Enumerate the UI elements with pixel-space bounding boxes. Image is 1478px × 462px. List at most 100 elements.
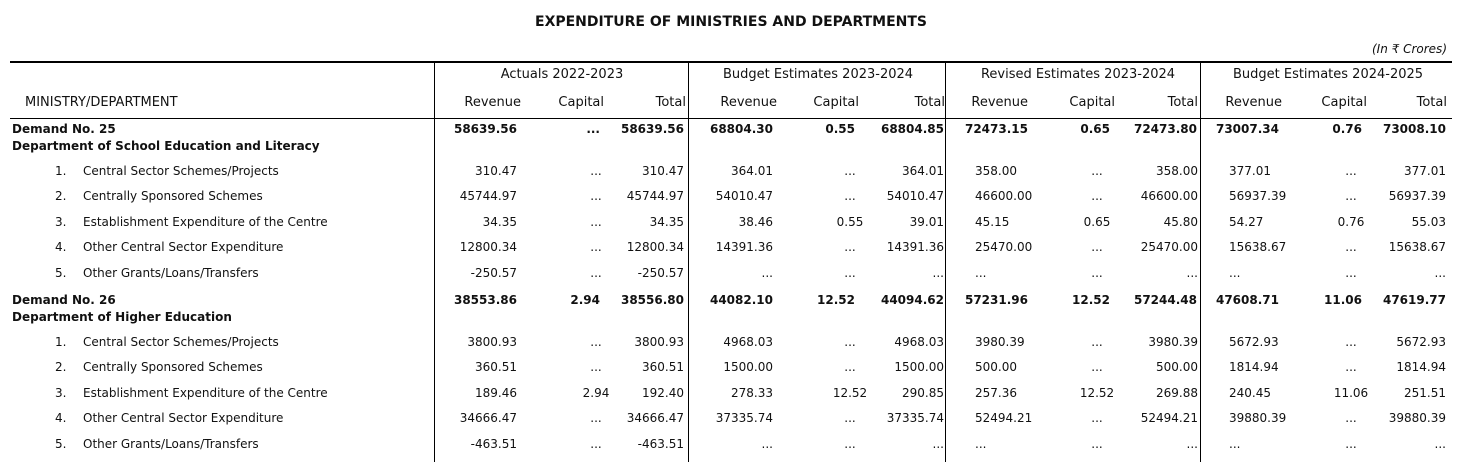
item-name: Establishment Expenditure of the Centre [83,215,328,229]
total-value: ... [586,122,600,136]
cell-value: 45.15 [975,215,1010,229]
cell-value: ... [590,189,602,203]
cell-value: -250.57 [637,266,684,280]
cell-value: 4968.03 [894,335,944,349]
item-name: Other Central Sector Expenditure [83,240,284,254]
cell-value: 12.52 [1079,386,1115,400]
item-number: 5. [55,266,67,280]
cell-value: 0.76 [1337,215,1365,229]
cell-value: ... [590,437,602,451]
total-value: 38556.80 [620,293,684,307]
item-name: Establishment Expenditure of the Centre [83,386,328,400]
cell-value: 37335.74 [886,411,944,425]
cell-value: 52494.21 [1140,411,1198,425]
cell-value: 377.01 [1404,164,1446,178]
cell-value: 500.00 [1156,360,1198,374]
cell-value: ... [761,437,773,451]
cell-value: 364.01 [902,164,944,178]
group-header: Revised Estimates 2023-2024 [980,67,1176,82]
cell-value: 56937.39 [1229,189,1287,203]
item-number: 2. [55,360,67,374]
column-header: Capital [813,95,859,110]
cell-value: ... [761,266,773,280]
item-name: Other Grants/Loans/Transfers [83,266,259,280]
cell-value: 56937.39 [1388,189,1446,203]
cell-value: 5672.93 [1229,335,1279,349]
cell-value: ... [1345,411,1357,425]
cell-value: ... [844,411,856,425]
total-value: 68804.30 [709,122,773,136]
total-value: 44094.62 [880,293,944,307]
cell-value: 1500.00 [723,360,773,374]
cell-value: 12.52 [832,386,868,400]
cell-value: 360.51 [642,360,684,374]
cell-value: ... [844,360,856,374]
cell-value: ... [1434,437,1446,451]
group-header: Budget Estimates 2023-2024 [722,67,914,82]
cell-value: 364.01 [731,164,773,178]
cell-value: -250.57 [470,266,517,280]
cell-value: ... [590,360,602,374]
cell-value: ... [1345,189,1357,203]
cell-value: 1814.94 [1229,360,1279,374]
cell-value: ... [975,437,987,451]
cell-value: ... [844,240,856,254]
cell-value: ... [1345,164,1357,178]
group-header: Actuals 2022-2023 [500,67,624,82]
total-value: 58639.56 [453,122,517,136]
cell-value: ... [932,266,944,280]
item-name: Central Sector Schemes/Projects [83,164,279,178]
cell-value: ... [1091,164,1103,178]
cell-value: 15638.67 [1229,240,1287,254]
column-rule [945,62,946,462]
total-value: 73007.34 [1215,122,1279,136]
cell-value: ... [1229,437,1241,451]
column-header: Total [1167,95,1198,110]
department-name: Department of Higher Education [12,310,232,324]
cell-value: ... [1091,266,1103,280]
department-name: Department of School Education and Liter… [12,139,320,153]
item-name: Central Sector Schemes/Projects [83,335,279,349]
cell-value: 500.00 [975,360,1017,374]
cell-value: 240.45 [1229,386,1271,400]
cell-value: 12800.34 [626,240,684,254]
cell-value: 38.46 [738,215,773,229]
cell-value: ... [590,411,602,425]
cell-value: 278.33 [731,386,773,400]
top-rule [10,61,1452,63]
cell-value: 1500.00 [894,360,944,374]
column-header: MINISTRY/DEPARTMENT [25,95,178,110]
item-name: Other Grants/Loans/Transfers [83,437,259,451]
total-value: 12.52 [817,293,855,307]
cell-value: ... [1345,266,1357,280]
total-value: 73008.10 [1382,122,1446,136]
cell-value: 3800.93 [467,335,517,349]
column-header: Total [1416,95,1447,110]
column-header: Revenue [464,95,521,110]
cell-value: 39880.39 [1229,411,1287,425]
column-header: Revenue [1225,95,1282,110]
total-value: 47619.77 [1382,293,1446,307]
cell-value: ... [1091,360,1103,374]
total-value: 44082.10 [709,293,773,307]
cell-value: 189.46 [475,386,517,400]
cell-value: ... [932,437,944,451]
header-rule [10,118,1452,119]
cell-value: 54.27 [1229,215,1264,229]
cell-value: ... [1434,266,1446,280]
total-value: 58639.56 [620,122,684,136]
cell-value: ... [844,437,856,451]
cell-value: 45.80 [1163,215,1198,229]
column-rule [1200,62,1201,462]
cell-value: 257.36 [975,386,1017,400]
cell-value: 34666.47 [459,411,517,425]
item-number: 5. [55,437,67,451]
cell-value: ... [1091,240,1103,254]
item-number: 3. [55,215,67,229]
item-number: 2. [55,189,67,203]
cell-value: -463.51 [637,437,684,451]
cell-value: 46600.00 [975,189,1033,203]
cell-value: ... [590,215,602,229]
item-name: Centrally Sponsored Schemes [83,360,263,374]
cell-value: ... [1345,335,1357,349]
